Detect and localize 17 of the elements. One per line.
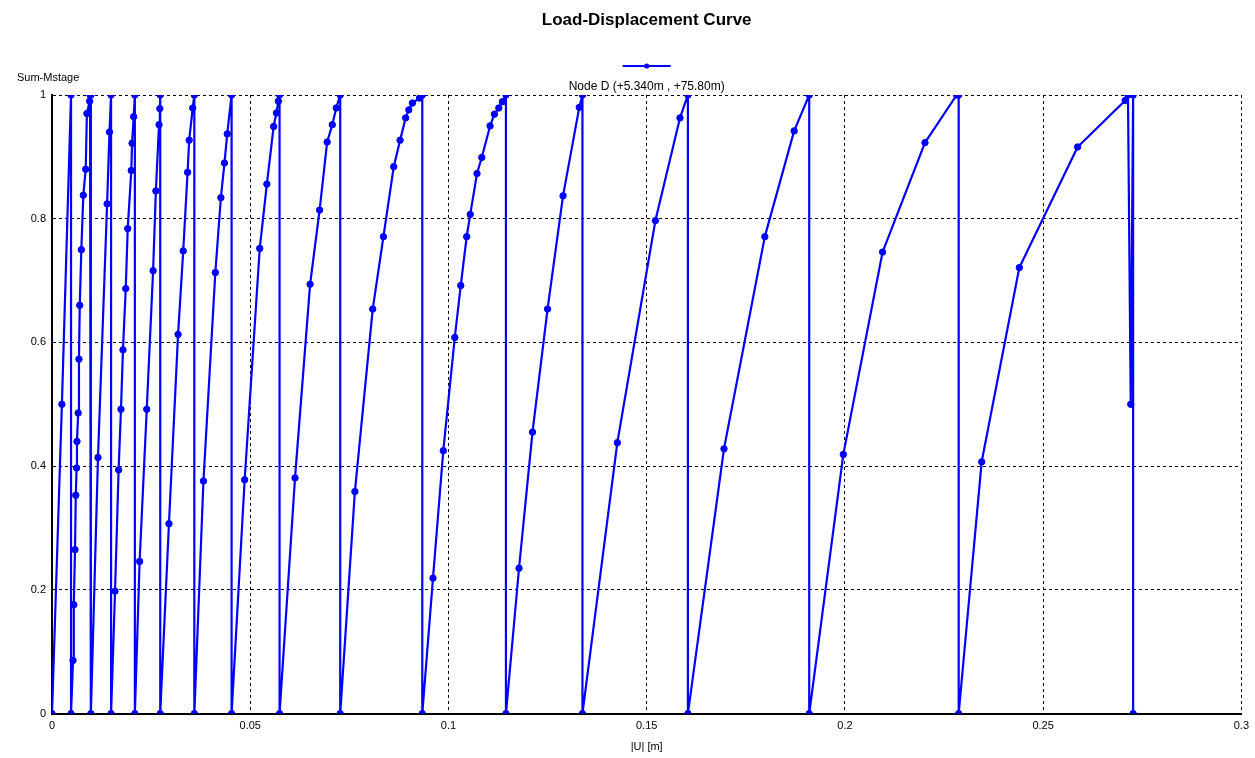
y-axis-title: Sum-Mstage bbox=[17, 71, 80, 84]
y-tick-label: 0.6 bbox=[30, 335, 46, 348]
x-tick-label: 0.25 bbox=[1032, 719, 1054, 732]
y-tick-label: 1 bbox=[39, 88, 46, 101]
x-tick-label: 0.1 bbox=[440, 719, 457, 732]
x-tick-label: 0.2 bbox=[837, 719, 853, 732]
x-tick-label: 0.15 bbox=[635, 719, 658, 732]
chart-title: Load-Displacement Curve bbox=[541, 9, 752, 29]
x-tick-label: 0.3 bbox=[1233, 719, 1249, 732]
y-tick-label: 0.8 bbox=[30, 211, 46, 224]
y-tick-label: 0.4 bbox=[30, 459, 46, 472]
x-tick-label: 0 bbox=[48, 719, 56, 732]
y-tick-label: 0 bbox=[39, 706, 46, 719]
legend-label: Node D (+5.340m , +75.80m) bbox=[568, 79, 725, 94]
y-tick-label: 0.2 bbox=[30, 582, 46, 595]
x-axis-title: |U| [m] bbox=[630, 740, 663, 753]
x-tick-label: 0.05 bbox=[239, 719, 261, 732]
